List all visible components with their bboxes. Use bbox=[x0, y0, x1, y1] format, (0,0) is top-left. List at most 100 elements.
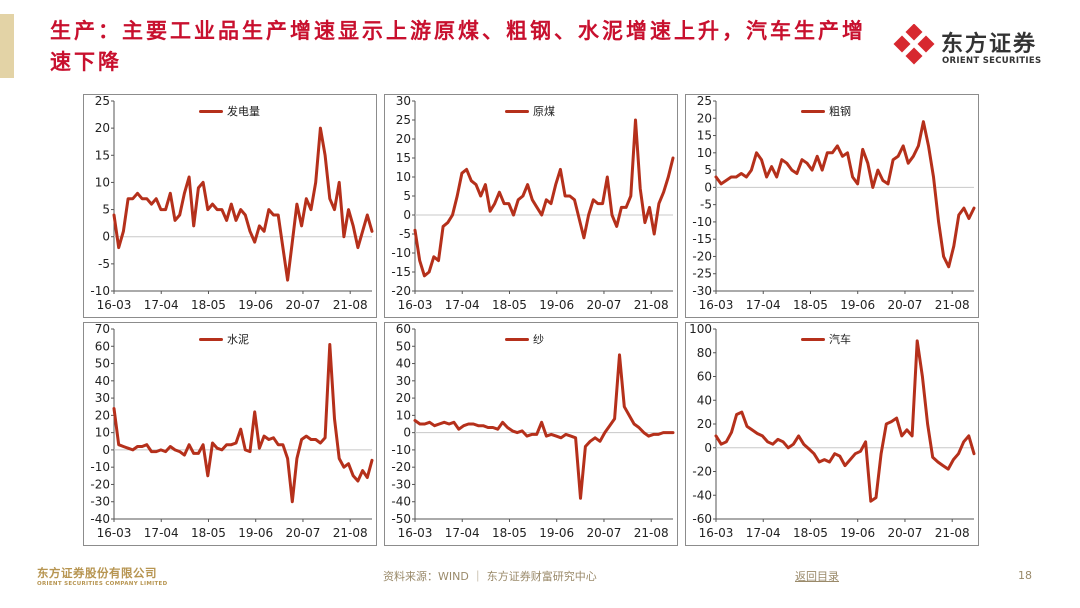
x-tick-label: 17-04 bbox=[746, 298, 781, 312]
chart-panel-4: -40 -30 -20 -10 0 10 20 30 40 50 60 70 16-03 17-04 18-… bbox=[83, 322, 377, 546]
y-tick-label: -40 bbox=[692, 488, 712, 502]
chart-panel-5: -50 -40 -30 -20 -10 0 10 20 30 40 50 60 16-03 17-04 18… bbox=[384, 322, 678, 546]
y-tick-label: -25 bbox=[692, 267, 712, 281]
y-tick-label: 30 bbox=[396, 95, 411, 108]
legend-label: 粗钢 bbox=[829, 105, 851, 118]
chart-svg: -20 -15 -10 -5 0 5 10 15 20 25 30 16-03 17-04 18-05 19… bbox=[391, 95, 675, 312]
x-tick-label: 17-04 bbox=[746, 526, 781, 540]
y-tick-label: -15 bbox=[692, 232, 712, 246]
x-tick-label: 19-06 bbox=[238, 298, 273, 312]
series-line bbox=[413, 353, 675, 500]
y-tick-label: 20 bbox=[95, 408, 110, 422]
x-tick-label: 20-07 bbox=[286, 298, 321, 312]
back-to-contents-link[interactable]: 返回目录 bbox=[795, 570, 839, 583]
y-tick-label: 80 bbox=[697, 346, 712, 360]
y-tick-label: 0 bbox=[704, 441, 712, 455]
y-tick-label: 30 bbox=[95, 391, 110, 405]
series-line bbox=[413, 118, 675, 278]
y-tick-label: 20 bbox=[697, 111, 712, 125]
legend-swatch bbox=[801, 109, 825, 113]
y-tick-label: 20 bbox=[697, 417, 712, 431]
chart-svg: -30 -25 -20 -15 -10 -5 0 5 10 15 20 25 16-03 17-04 18-… bbox=[692, 95, 976, 312]
y-tick-label: -50 bbox=[391, 512, 411, 526]
logo-text-en: ORIENT SECURITIES bbox=[942, 56, 1042, 66]
y-tick-label: 5 bbox=[403, 189, 411, 203]
y-tick-label: 0 bbox=[102, 230, 110, 244]
y-tick-label: 50 bbox=[95, 357, 110, 371]
x-tick-label: 16-03 bbox=[97, 298, 132, 312]
y-tick-label: 70 bbox=[95, 323, 110, 336]
y-tick-label: -30 bbox=[692, 284, 712, 298]
x-tick-label: 18-05 bbox=[492, 526, 527, 540]
y-tick-label: -40 bbox=[391, 495, 411, 509]
chart-legend: 原煤 bbox=[505, 103, 555, 119]
series-line bbox=[714, 339, 976, 503]
y-tick-label: -10 bbox=[90, 460, 110, 474]
y-tick-label: 30 bbox=[396, 374, 411, 388]
legend-label: 水泥 bbox=[227, 333, 249, 346]
chart-legend: 纱 bbox=[505, 331, 544, 347]
legend-swatch bbox=[199, 109, 223, 113]
x-tick-label: 18-05 bbox=[191, 298, 226, 312]
x-tick-label: 18-05 bbox=[793, 298, 828, 312]
title-accent-bar bbox=[0, 14, 14, 78]
chart-panel-3: -30 -25 -20 -15 -10 -5 0 5 10 15 20 25 16-03 17-04 18-… bbox=[685, 94, 979, 318]
y-tick-label: -5 bbox=[399, 227, 411, 241]
y-tick-label: 100 bbox=[689, 323, 712, 336]
chart-panel-2: -20 -15 -10 -5 0 5 10 15 20 25 30 16-03 17-04 18-05 19… bbox=[384, 94, 678, 318]
y-tick-label: -20 bbox=[692, 249, 712, 263]
y-tick-label: 25 bbox=[697, 95, 712, 108]
x-tick-label: 21-08 bbox=[634, 526, 669, 540]
footer-company-name-en: ORIENT SECURITIES COMPANY LIMITED bbox=[37, 581, 168, 587]
x-tick-label: 19-06 bbox=[840, 298, 875, 312]
x-tick-label: 19-06 bbox=[539, 298, 574, 312]
series-line bbox=[714, 120, 976, 269]
x-tick-label: 19-06 bbox=[539, 526, 574, 540]
y-tick-label: 40 bbox=[697, 393, 712, 407]
y-tick-label: -30 bbox=[90, 495, 110, 509]
legend-label: 汽车 bbox=[829, 333, 851, 346]
y-tick-label: 10 bbox=[95, 175, 110, 189]
y-tick-label: 0 bbox=[704, 180, 712, 194]
y-tick-label: 60 bbox=[396, 323, 411, 336]
orient-logo-icon bbox=[893, 24, 935, 65]
x-tick-label: 21-08 bbox=[333, 526, 368, 540]
x-tick-label: 17-04 bbox=[144, 526, 179, 540]
x-tick-label: 18-05 bbox=[191, 526, 226, 540]
y-tick-label: 10 bbox=[396, 170, 411, 184]
y-tick-label: 0 bbox=[102, 443, 110, 457]
y-tick-label: 15 bbox=[396, 151, 411, 165]
x-tick-label: 20-07 bbox=[286, 526, 321, 540]
x-tick-label: 18-05 bbox=[492, 298, 527, 312]
legend-swatch bbox=[505, 109, 529, 113]
y-tick-label: 10 bbox=[396, 408, 411, 422]
chart-svg: -50 -40 -30 -20 -10 0 10 20 30 40 50 60 16-03 17-04 18… bbox=[391, 323, 675, 540]
x-tick-label: 17-04 bbox=[445, 526, 480, 540]
x-tick-label: 17-04 bbox=[445, 298, 480, 312]
source-note: 资料来源：WIND ｜ 东方证券财富研究中心 bbox=[383, 570, 597, 583]
x-tick-label: 16-03 bbox=[97, 526, 132, 540]
chart-svg: -60 -40 -20 0 20 40 60 80 100 16-03 17-04 18-05 19-0… bbox=[689, 323, 976, 540]
y-tick-label: 10 bbox=[697, 146, 712, 160]
x-tick-label: 21-08 bbox=[634, 298, 669, 312]
legend-label: 原煤 bbox=[533, 105, 555, 118]
slide-title: 生产：主要工业品生产增速显示上游原煤、粗钢、水泥增速上升，汽车生产增速下降 bbox=[50, 19, 866, 74]
chart-svg: -10 -5 0 5 10 15 20 25 16-03 17-04 18-05 19-06 20-07… bbox=[90, 95, 374, 312]
x-tick-label: 20-07 bbox=[587, 298, 622, 312]
y-tick-label: -15 bbox=[391, 265, 411, 279]
y-tick-label: -20 bbox=[692, 465, 712, 479]
chart-panel-6: -60 -40 -20 0 20 40 60 80 100 16-03 17-04 18-05 19-0… bbox=[685, 322, 979, 546]
y-tick-label: -60 bbox=[692, 512, 712, 526]
y-tick-label: -20 bbox=[391, 460, 411, 474]
y-tick-label: 60 bbox=[697, 370, 712, 384]
legend-swatch bbox=[505, 337, 529, 341]
y-tick-label: 15 bbox=[95, 148, 110, 162]
legend-label: 发电量 bbox=[227, 105, 260, 118]
x-tick-label: 20-07 bbox=[888, 526, 923, 540]
y-tick-label: 20 bbox=[396, 132, 411, 146]
y-tick-label: 40 bbox=[95, 374, 110, 388]
y-tick-label: 5 bbox=[704, 163, 712, 177]
y-tick-label: -40 bbox=[90, 512, 110, 526]
y-tick-label: 10 bbox=[95, 426, 110, 440]
y-tick-label: 15 bbox=[697, 129, 712, 143]
